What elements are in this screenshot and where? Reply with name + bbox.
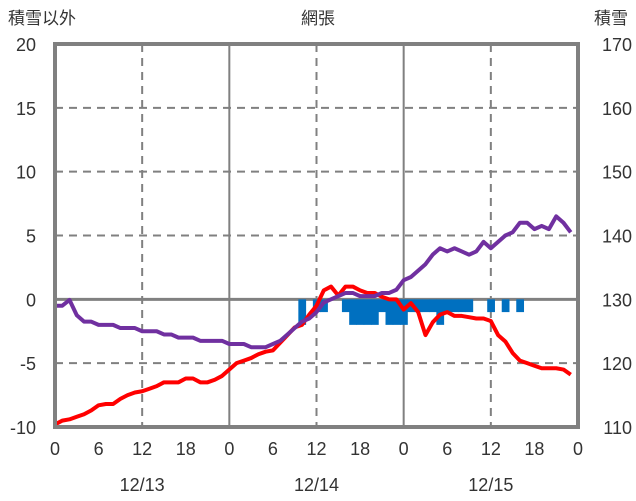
x-tick-label: 0 bbox=[573, 439, 583, 459]
right-tick-label: 170 bbox=[602, 35, 632, 55]
bar bbox=[465, 299, 474, 313]
date-label: 12/13 bbox=[120, 475, 165, 495]
bar bbox=[414, 299, 423, 313]
x-tick-label: 0 bbox=[224, 439, 234, 459]
plot-frame bbox=[53, 42, 580, 429]
right-axis-title: 積雪 bbox=[594, 9, 628, 29]
date-label: 12/14 bbox=[294, 475, 339, 495]
right-tick-label: 120 bbox=[602, 354, 632, 374]
x-tick-label: 18 bbox=[176, 439, 196, 459]
bar bbox=[429, 299, 437, 313]
bar bbox=[400, 299, 408, 325]
left-tick-label: -10 bbox=[10, 418, 36, 438]
left-tick-label: 20 bbox=[16, 35, 36, 55]
left-tick-label: 10 bbox=[16, 163, 36, 183]
other-line bbox=[54, 284, 572, 427]
bars bbox=[298, 299, 525, 325]
bar bbox=[320, 299, 328, 313]
x-tick-label: 6 bbox=[268, 439, 278, 459]
lines bbox=[54, 214, 573, 427]
left-tick-label: -5 bbox=[20, 354, 36, 374]
x-tick-label: 0 bbox=[399, 439, 409, 459]
left-tick-label: 5 bbox=[26, 227, 36, 247]
bar bbox=[443, 299, 452, 313]
bar bbox=[378, 299, 387, 313]
right-tick-label: 160 bbox=[602, 99, 632, 119]
x-tick-label: 12 bbox=[481, 439, 501, 459]
left-tick-label: 15 bbox=[16, 99, 36, 119]
bar bbox=[421, 299, 430, 313]
bar bbox=[392, 299, 401, 325]
x-tick-label: 18 bbox=[350, 439, 370, 459]
left-tick-label: 0 bbox=[26, 290, 36, 310]
bar bbox=[458, 299, 466, 313]
right-tick-label: 140 bbox=[602, 227, 632, 247]
right-tick-label: 110 bbox=[603, 418, 632, 438]
bar bbox=[356, 299, 365, 325]
date-label: 12/15 bbox=[468, 475, 513, 495]
chart-title: 網張 bbox=[301, 9, 335, 29]
bar bbox=[436, 299, 445, 325]
x-tick-label: 0 bbox=[50, 439, 60, 459]
bar bbox=[370, 299, 379, 325]
bar bbox=[341, 299, 350, 313]
bar bbox=[363, 299, 372, 325]
gridlines bbox=[55, 44, 578, 427]
bar bbox=[298, 299, 307, 325]
bar bbox=[349, 299, 357, 325]
bar bbox=[487, 299, 495, 313]
right-tick-label: 130 bbox=[602, 290, 632, 310]
snow-depth-line bbox=[55, 214, 573, 350]
bar bbox=[450, 299, 459, 313]
right-tick-label: 150 bbox=[602, 163, 632, 183]
x-tick-label: 6 bbox=[94, 439, 104, 459]
x-tick-label: 6 bbox=[442, 439, 452, 459]
bar bbox=[385, 299, 394, 325]
x-tick-label: 12 bbox=[306, 439, 326, 459]
bar bbox=[501, 299, 510, 313]
left-axis-title: 積雪以外 bbox=[8, 9, 76, 29]
x-tick-label: 18 bbox=[524, 439, 544, 459]
x-tick-label: 12 bbox=[132, 439, 152, 459]
bar bbox=[516, 299, 525, 313]
